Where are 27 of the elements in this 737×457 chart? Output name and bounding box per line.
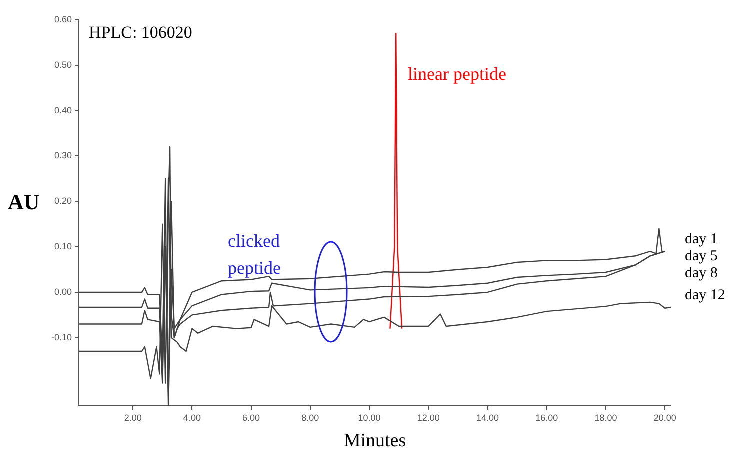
x-tick-label: 2.00 (124, 412, 142, 423)
x-tick-label: 16.00 (536, 412, 558, 423)
x-tick-label: 8.00 (302, 412, 320, 423)
y-tick-label: 0.00 (54, 286, 72, 297)
x-tick-label: 6.00 (242, 412, 260, 423)
series-label: day 12 (685, 287, 726, 304)
chart-title: HPLC: 106020 (89, 23, 192, 42)
annotation: clicked peptide (228, 231, 281, 278)
x-tick-label: 14.00 (476, 412, 500, 423)
y-tick-label: -0.10 (51, 332, 72, 342)
y-tick-label: 0.10 (54, 242, 72, 252)
x-tick-label: 18.00 (594, 412, 618, 423)
y-axis-title: AU (8, 190, 40, 215)
series-label: day 5 (685, 248, 718, 265)
y-tick-label: 0.40 (54, 105, 72, 116)
x-tick-label: 12.00 (417, 412, 440, 423)
y-tick-label: 0.20 (54, 196, 72, 206)
x-tick-label: 20.00 (654, 412, 676, 423)
y-tick-label: 0.60 (54, 14, 72, 24)
y-tick-label: 0.50 (54, 60, 72, 70)
series-label: day 8 (685, 266, 718, 282)
x-tick-label: 4.00 (183, 412, 201, 423)
y-tick-label: 0.30 (54, 150, 72, 161)
x-tick-label: 10.00 (358, 412, 381, 423)
annotation: linear peptide (408, 64, 506, 84)
series-label: day 1 (685, 232, 718, 248)
x-axis-title: Minutes (344, 430, 406, 452)
